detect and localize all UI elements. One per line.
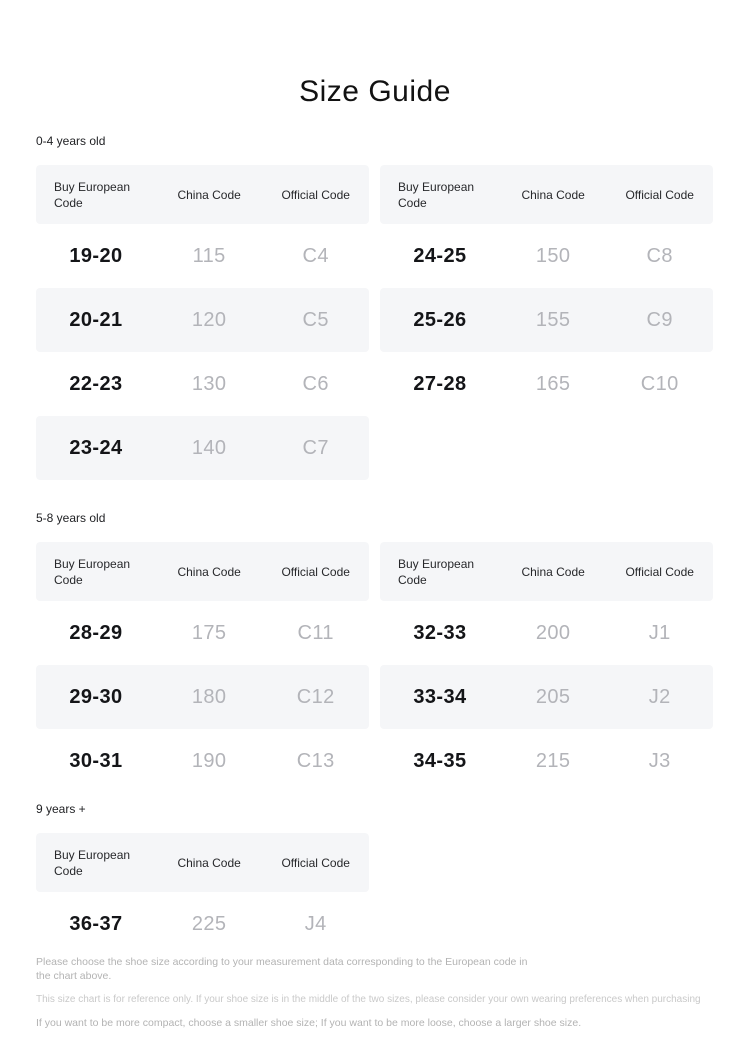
official-code-cell: C4 [302, 244, 329, 267]
european-code-cell: 20-21 [69, 308, 123, 331]
official-code-cell: C8 [646, 244, 673, 267]
european-code-cell: 30-31 [69, 749, 123, 772]
size-table: Buy European Code China Code Official Code… [380, 542, 713, 793]
table-row: 20-21 120 C5 [36, 288, 369, 352]
column-header: Buy European Code [398, 179, 475, 210]
size-table: Buy European Code China Code Official Code… [380, 165, 713, 416]
column-header: Official Code [625, 187, 694, 202]
china-code-cell: 200 [535, 621, 571, 644]
column-header: Official Code [281, 855, 350, 870]
column-header: Buy European Code [54, 847, 131, 878]
note: If you want to be more compact, choose a… [36, 1017, 582, 1029]
column-header: China Code [177, 564, 241, 579]
china-code-cell: 180 [191, 685, 227, 708]
official-code-cell: C9 [646, 308, 673, 331]
european-code-cell: 29-30 [69, 685, 123, 708]
official-code-cell: J1 [648, 621, 671, 644]
tables-row: Buy European Code China Code Official Code… [36, 542, 714, 793]
table-row: 32-33 200 J1 [380, 601, 713, 665]
table-header-row: Buy European Code China Code Official Code [36, 542, 369, 601]
column-header: China Code [177, 187, 241, 202]
european-code-cell: 24-25 [413, 244, 467, 267]
note: This size chart is for reference only. I… [36, 994, 701, 1005]
table-row: 19-20 115 C4 [36, 224, 369, 288]
china-code-cell: 165 [535, 372, 571, 395]
table-header-row: Buy European Code China Code Official Code [380, 165, 713, 224]
table-row: 29-30 180 C12 [36, 665, 369, 729]
size-table: Buy European Code China Code Official Code… [36, 833, 369, 956]
european-code-cell: 25-26 [413, 308, 467, 331]
european-code-cell: 23-24 [69, 436, 123, 459]
official-code-cell: J2 [648, 685, 671, 708]
european-code-cell: 22-23 [69, 372, 123, 395]
china-code-cell: 175 [191, 621, 227, 644]
european-code-cell: 27-28 [413, 372, 467, 395]
european-code-cell: 32-33 [413, 621, 467, 644]
european-code-cell: 33-34 [413, 685, 467, 708]
column-header: Official Code [281, 564, 350, 579]
table-header-row: Buy European Code China Code Official Code [36, 833, 369, 892]
china-code-cell: 190 [191, 749, 227, 772]
european-code-cell: 36-37 [69, 912, 123, 935]
table-row: 22-23 130 C6 [36, 352, 369, 416]
table-header-row: Buy European Code China Code Official Code [36, 165, 369, 224]
official-code-cell: C5 [302, 308, 329, 331]
section-label: 5-8 years old [36, 511, 106, 525]
column-header: China Code [177, 855, 241, 870]
note: Please choose the shoe size according to… [36, 956, 528, 982]
european-code-cell: 34-35 [413, 749, 467, 772]
china-code-cell: 140 [191, 436, 227, 459]
china-code-cell: 225 [191, 912, 227, 935]
china-code-cell: 205 [535, 685, 571, 708]
section-label: 9 years + [36, 802, 86, 816]
column-header: Buy European Code [398, 556, 475, 587]
official-code-cell: C6 [302, 372, 329, 395]
column-header: Buy European Code [54, 556, 131, 587]
china-code-cell: 130 [191, 372, 227, 395]
table-row: 33-34 205 J2 [380, 665, 713, 729]
tables-row: Buy European Code China Code Official Code… [36, 833, 714, 956]
table-header-row: Buy European Code China Code Official Code [380, 542, 713, 601]
size-table: Buy European Code China Code Official Code… [36, 542, 369, 793]
table-row: 23-24 140 C7 [36, 416, 369, 480]
table-row: 36-37 225 J4 [36, 892, 369, 956]
table-row: 24-25 150 C8 [380, 224, 713, 288]
column-header: Official Code [281, 187, 350, 202]
china-code-cell: 155 [535, 308, 571, 331]
table-row: 30-31 190 C13 [36, 729, 369, 793]
china-code-cell: 150 [535, 244, 571, 267]
official-code-cell: C10 [640, 372, 679, 395]
china-code-cell: 215 [535, 749, 571, 772]
official-code-cell: C11 [297, 621, 334, 644]
official-code-cell: J3 [648, 749, 671, 772]
european-code-cell: 28-29 [69, 621, 123, 644]
table-row: 27-28 165 C10 [380, 352, 713, 416]
table-row: 28-29 175 C11 [36, 601, 369, 665]
official-code-cell: J4 [304, 912, 327, 935]
tables-row: Buy European Code China Code Official Code… [36, 165, 714, 480]
table-row: 25-26 155 C9 [380, 288, 713, 352]
table-row: 34-35 215 J3 [380, 729, 713, 793]
china-code-cell: 115 [192, 244, 226, 267]
section-label: 0-4 years old [36, 134, 106, 148]
official-code-cell: C12 [296, 685, 335, 708]
official-code-cell: C7 [302, 436, 329, 459]
size-table: Buy European Code China Code Official Code… [36, 165, 369, 480]
column-header: China Code [521, 564, 585, 579]
size-tables-container: 0-4 years old Buy European Code China Code… [36, 134, 714, 956]
china-code-cell: 120 [191, 308, 227, 331]
column-header: Official Code [625, 564, 694, 579]
official-code-cell: C13 [296, 749, 335, 772]
european-code-cell: 19-20 [69, 244, 123, 267]
page-title: Size Guide [299, 75, 451, 108]
column-header: China Code [521, 187, 585, 202]
notes-section: Please choose the shoe size according to… [36, 956, 714, 1031]
column-header: Buy European Code [54, 179, 131, 210]
